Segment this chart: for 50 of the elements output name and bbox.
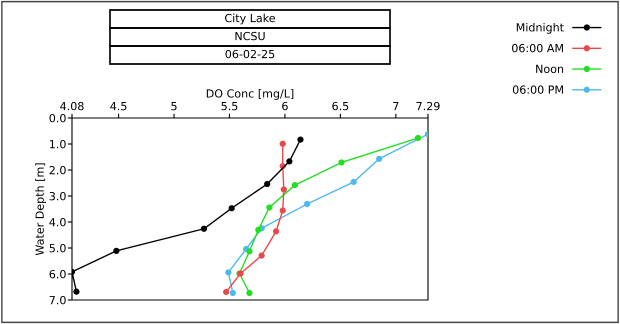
point xyxy=(414,134,422,142)
y-tick-label: 1.0 xyxy=(50,140,66,148)
y-tick-label: 2.0 xyxy=(50,166,66,174)
point xyxy=(258,252,265,259)
point xyxy=(264,180,270,188)
point xyxy=(200,226,208,232)
point xyxy=(73,288,80,295)
x-tick-label: 6.5 xyxy=(332,102,348,110)
y-tick-label: 4.0 xyxy=(49,218,66,226)
x-tick-label: 7 xyxy=(393,102,398,110)
point xyxy=(280,186,287,193)
point xyxy=(280,207,286,214)
point xyxy=(228,205,235,212)
chart-subtitle: NCSU xyxy=(235,32,265,40)
y-tick-label: 7.0 xyxy=(50,296,66,304)
point xyxy=(246,290,253,296)
x-tick-label: 4.5 xyxy=(110,102,126,110)
point xyxy=(246,248,253,255)
x-tick-label: 5.5 xyxy=(222,102,238,110)
x-tick-label: 4.08 xyxy=(60,102,84,110)
chart-title: City Lake xyxy=(225,14,275,24)
y-tick-label: 5.0 xyxy=(50,244,66,252)
point xyxy=(280,140,286,147)
y-tick-label: 3.0 xyxy=(50,192,66,200)
y-axis-title: Water Depth [m] xyxy=(35,163,46,256)
legend-label: Midnight xyxy=(516,22,564,34)
point xyxy=(113,248,120,254)
x-axis-title: DO Conc [mg/L] xyxy=(206,89,294,100)
y-tick-label: 0.0 xyxy=(50,114,66,122)
point xyxy=(304,200,310,208)
point xyxy=(350,178,357,186)
legend-label: 06:00 PM xyxy=(512,85,563,94)
x-tick-label: 7.29 xyxy=(416,102,440,110)
point xyxy=(255,226,262,233)
point xyxy=(286,158,292,165)
point xyxy=(272,228,280,234)
y-tick-label: 6.0 xyxy=(50,270,66,278)
point xyxy=(225,269,232,276)
point xyxy=(266,204,273,211)
legend-label: Noon xyxy=(536,64,564,74)
x-tick-label: 6 xyxy=(282,102,288,110)
point xyxy=(292,182,298,188)
legend-label: 06:00 AM xyxy=(512,44,563,52)
x-tick-label: 5 xyxy=(171,102,177,110)
point xyxy=(297,136,304,143)
point xyxy=(376,156,382,162)
text: 06-02-25 xyxy=(226,50,274,58)
point xyxy=(338,159,345,166)
point xyxy=(230,290,236,296)
point xyxy=(223,288,230,296)
